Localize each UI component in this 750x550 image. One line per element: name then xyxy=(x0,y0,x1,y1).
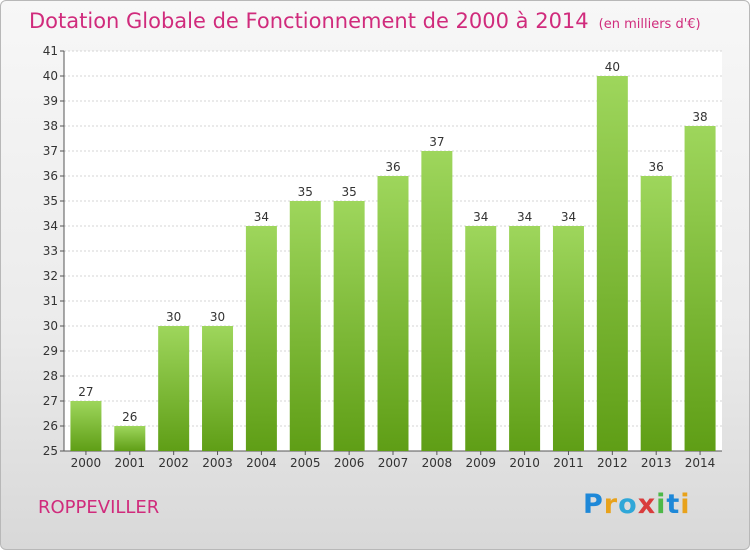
logo-letter: i xyxy=(656,489,667,520)
logo-letter: x xyxy=(637,489,657,520)
logo-letter: r xyxy=(603,489,619,520)
x-tick-label: 2003 xyxy=(202,456,233,470)
bar xyxy=(684,126,716,451)
y-tick-label: 35 xyxy=(43,194,58,208)
data-label: 35 xyxy=(341,185,356,199)
commune-name: ROPPEVILLER xyxy=(38,497,160,518)
x-tick-label: 2012 xyxy=(597,456,628,470)
chart-title-text: Dotation Globale de Fonctionnement de 20… xyxy=(29,9,589,33)
x-tick-label: 2005 xyxy=(290,456,321,470)
x-tick-label: 2010 xyxy=(509,456,540,470)
y-tick-label: 32 xyxy=(43,269,58,283)
y-tick-label: 26 xyxy=(43,419,58,433)
y-tick-label: 36 xyxy=(43,169,58,183)
logo-letter: o xyxy=(618,489,638,520)
x-tick-label: 2006 xyxy=(334,456,365,470)
data-label: 37 xyxy=(429,135,444,149)
y-tick-label: 31 xyxy=(43,294,58,308)
bar xyxy=(377,176,409,451)
data-label: 30 xyxy=(166,310,181,324)
data-label: 34 xyxy=(517,210,532,224)
y-tick-label: 41 xyxy=(43,44,58,58)
data-label: 34 xyxy=(561,210,576,224)
data-label: 34 xyxy=(254,210,269,224)
y-tick-label: 30 xyxy=(43,319,58,333)
data-label: 34 xyxy=(473,210,488,224)
y-tick-label: 38 xyxy=(43,119,58,133)
chart-title: Dotation Globale de Fonctionnement de 20… xyxy=(29,9,701,33)
logo-letter: P xyxy=(583,489,604,520)
bar xyxy=(289,201,321,451)
x-tick-label: 2014 xyxy=(685,456,716,470)
y-tick-label: 34 xyxy=(43,219,58,233)
bar xyxy=(465,226,497,451)
proxiti-logo: Proxiti xyxy=(583,489,691,520)
x-tick-label: 2004 xyxy=(246,456,277,470)
data-label: 38 xyxy=(692,110,707,124)
chart-unit: (en milliers d'€) xyxy=(598,17,701,32)
x-tick-label: 2007 xyxy=(378,456,409,470)
logo-letter: t xyxy=(666,489,681,520)
x-tick-label: 2002 xyxy=(158,456,189,470)
data-label: 36 xyxy=(649,160,664,174)
y-tick-label: 29 xyxy=(43,344,58,358)
bar xyxy=(333,201,365,451)
data-label: 26 xyxy=(122,410,137,424)
bar xyxy=(158,326,190,451)
data-label: 35 xyxy=(298,185,313,199)
x-tick-label: 2009 xyxy=(465,456,496,470)
bar xyxy=(202,326,234,451)
y-tick-label: 27 xyxy=(43,394,58,408)
x-tick-label: 2008 xyxy=(422,456,453,470)
y-tick-label: 28 xyxy=(43,369,58,383)
x-tick-label: 2001 xyxy=(115,456,146,470)
x-tick-label: 2000 xyxy=(71,456,102,470)
bar xyxy=(70,401,102,451)
data-label: 40 xyxy=(605,60,620,74)
logo-letter: i xyxy=(680,489,691,520)
data-label: 27 xyxy=(78,385,93,399)
bar xyxy=(596,76,628,451)
bar xyxy=(245,226,277,451)
bar xyxy=(421,151,453,451)
bar xyxy=(509,226,541,451)
bar xyxy=(640,176,672,451)
x-tick-label: 2013 xyxy=(641,456,672,470)
data-label: 30 xyxy=(210,310,225,324)
y-tick-label: 39 xyxy=(43,94,58,108)
data-label: 36 xyxy=(385,160,400,174)
bar xyxy=(552,226,584,451)
y-tick-label: 37 xyxy=(43,144,58,158)
y-tick-label: 25 xyxy=(43,444,58,458)
bar xyxy=(114,426,146,451)
y-tick-label: 40 xyxy=(43,69,58,83)
y-tick-label: 33 xyxy=(43,244,58,258)
x-tick-label: 2011 xyxy=(553,456,584,470)
